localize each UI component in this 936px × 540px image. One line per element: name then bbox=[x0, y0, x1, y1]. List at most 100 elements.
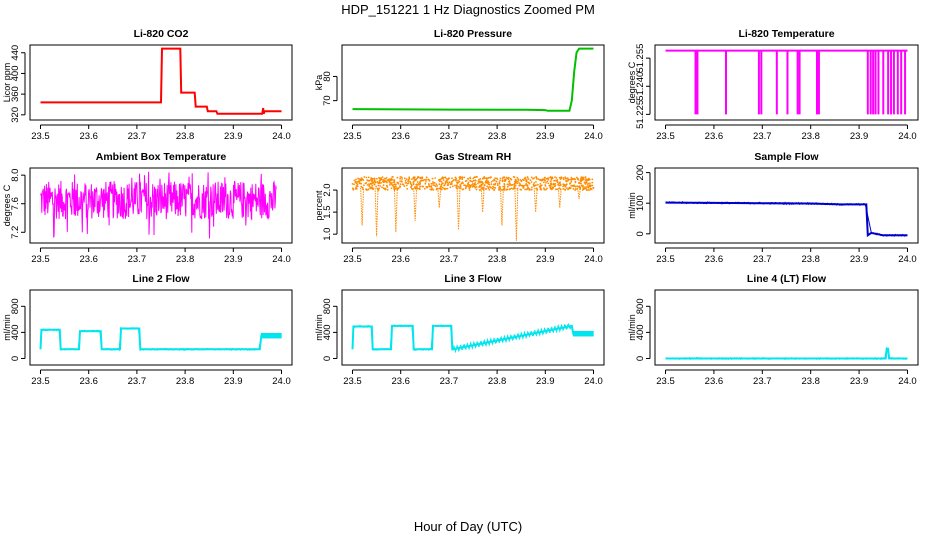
data-point bbox=[367, 176, 370, 179]
data-point bbox=[454, 184, 456, 187]
panel-title: Gas Stream RH bbox=[435, 151, 511, 163]
x-tick-label: 23.9 bbox=[850, 376, 869, 387]
data-point bbox=[435, 187, 438, 190]
data-point bbox=[428, 185, 431, 188]
data-point bbox=[494, 187, 497, 189]
data-point bbox=[367, 179, 369, 182]
data-point bbox=[458, 178, 461, 181]
data-point bbox=[550, 185, 552, 188]
data-point bbox=[368, 183, 371, 186]
x-tick-label: 23.5 bbox=[343, 131, 362, 142]
data-point bbox=[445, 177, 448, 180]
data-point bbox=[577, 178, 580, 181]
data-point bbox=[492, 179, 494, 182]
y-tick-label: 400 bbox=[10, 66, 21, 82]
data-point bbox=[525, 180, 528, 183]
data-point bbox=[585, 181, 588, 184]
data-point bbox=[457, 179, 459, 182]
y-tick-label: 800 bbox=[322, 298, 333, 314]
x-tick-label: 23.7 bbox=[128, 254, 147, 265]
data-point bbox=[535, 178, 538, 180]
data-point bbox=[564, 185, 567, 188]
data-point bbox=[370, 178, 372, 181]
data-point bbox=[378, 179, 381, 182]
data-point bbox=[375, 177, 378, 180]
x-axis: 23.5 23.6 23.7 23.8 23.9 24.0 bbox=[31, 369, 291, 387]
data-point bbox=[486, 185, 488, 188]
y-tick-label: 800 bbox=[10, 298, 21, 314]
y-tick-label: 51.225 bbox=[635, 100, 646, 129]
data-point bbox=[372, 187, 374, 190]
data-point bbox=[383, 177, 386, 180]
data-point bbox=[382, 179, 385, 181]
x-tick-label: 23.8 bbox=[176, 131, 195, 142]
data-point bbox=[488, 183, 491, 186]
data-point bbox=[490, 176, 492, 179]
data-point bbox=[545, 177, 548, 180]
x-tick-label: 23.8 bbox=[176, 254, 195, 265]
data-point bbox=[522, 187, 524, 189]
data-point bbox=[571, 184, 574, 187]
data-point bbox=[515, 181, 517, 183]
data-point bbox=[562, 188, 565, 190]
x-axis: 23.5 23.6 23.7 23.8 23.9 24.0 bbox=[31, 247, 291, 265]
data-point bbox=[465, 186, 467, 188]
data-point bbox=[388, 184, 391, 186]
data-point bbox=[487, 186, 490, 189]
y-tick-label: 0 bbox=[10, 356, 21, 361]
data-point bbox=[582, 186, 584, 188]
data-point bbox=[580, 182, 582, 185]
data-point bbox=[405, 178, 408, 181]
data-point bbox=[408, 177, 411, 180]
data-point bbox=[451, 185, 454, 188]
data-point bbox=[472, 177, 475, 180]
data-point bbox=[365, 182, 368, 184]
data-point bbox=[551, 187, 554, 190]
data-point bbox=[553, 185, 556, 188]
data-point bbox=[573, 184, 575, 187]
data-point bbox=[471, 180, 474, 183]
x-axis: 23.5 23.6 23.7 23.8 23.9 24.0 bbox=[656, 369, 917, 387]
rh-spike bbox=[437, 187, 442, 208]
x-tick-label: 23.6 bbox=[79, 254, 98, 265]
data-point bbox=[430, 185, 433, 187]
data-point bbox=[488, 176, 490, 179]
data-point bbox=[582, 178, 584, 181]
data-point bbox=[578, 186, 581, 189]
data-point bbox=[356, 185, 359, 188]
data-point bbox=[357, 177, 360, 180]
data-point bbox=[533, 182, 536, 184]
data-point bbox=[471, 185, 474, 188]
panel-title: Li-820 CO2 bbox=[134, 28, 189, 40]
data-point bbox=[505, 176, 508, 179]
data-point bbox=[354, 187, 357, 190]
data-layer bbox=[40, 171, 277, 239]
data-point bbox=[403, 185, 406, 188]
y-tick-label: 0 bbox=[635, 231, 646, 236]
data-point bbox=[527, 178, 530, 181]
y-tick-label: 800 bbox=[635, 298, 646, 314]
data-point bbox=[467, 185, 470, 188]
data-point bbox=[416, 186, 418, 189]
data-point bbox=[458, 181, 460, 183]
data-point bbox=[455, 184, 458, 187]
data-point bbox=[472, 179, 475, 182]
data-point bbox=[376, 181, 379, 183]
data-point bbox=[496, 177, 498, 180]
x-tick-label: 24.0 bbox=[272, 254, 291, 265]
rh-spike bbox=[456, 187, 461, 230]
data-point bbox=[453, 179, 455, 181]
data-point bbox=[399, 183, 402, 186]
data-point bbox=[451, 177, 453, 180]
data-point bbox=[481, 183, 484, 186]
data-point bbox=[407, 179, 410, 182]
x-tick-label: 23.9 bbox=[536, 254, 555, 265]
data-point bbox=[444, 181, 447, 184]
data-point bbox=[480, 181, 483, 184]
data-point bbox=[568, 186, 571, 189]
x-tick-label: 23.6 bbox=[705, 376, 724, 387]
y-tick-label: 7.2 bbox=[10, 226, 21, 239]
data-point bbox=[473, 176, 476, 179]
data-point bbox=[477, 182, 479, 185]
data-point bbox=[425, 186, 428, 188]
